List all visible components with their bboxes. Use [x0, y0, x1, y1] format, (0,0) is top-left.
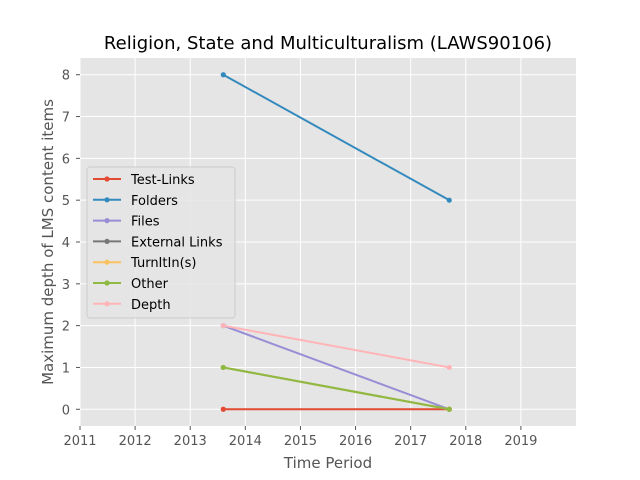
series-line-depth — [223, 324, 450, 369]
data-point-folders — [446, 197, 452, 203]
legend-label: Test-Links — [130, 173, 195, 188]
legend-label: Depth — [131, 298, 171, 313]
legend-item-files: Files — [93, 215, 160, 230]
data-point-folders — [220, 72, 226, 78]
legend-marker — [104, 301, 110, 307]
y-tick-label: 2 — [62, 320, 70, 335]
legend-label: TurnItIn(s) — [130, 256, 196, 271]
y-axis-label: Maximum depth of LMS content items — [39, 99, 57, 385]
x-tick-label: 2015 — [284, 434, 317, 449]
legend-label: External Links — [131, 235, 223, 250]
y-tick-label: 5 — [62, 194, 70, 209]
y-tick-label: 6 — [62, 152, 70, 167]
x-tick-label: 2016 — [339, 434, 372, 449]
legend-label: Other — [131, 277, 169, 292]
legend-label: Files — [131, 215, 160, 230]
legend-box — [86, 166, 236, 319]
x-tick-label: 2013 — [174, 434, 207, 449]
legend-item-other: Other — [93, 277, 169, 292]
legend: Test-Links Folders Files External Links Turn… — [86, 166, 236, 319]
legend-marker — [104, 259, 110, 265]
y-tick-label: 0 — [62, 403, 70, 418]
y-tick-label: 3 — [62, 278, 70, 293]
legend-marker — [104, 176, 110, 182]
legend-marker — [104, 197, 110, 203]
legend-item-external-links: External Links — [93, 235, 223, 250]
series-line-other — [223, 366, 450, 411]
y-tick-label: 1 — [62, 361, 70, 376]
legend-marker — [104, 218, 110, 224]
series-folders — [220, 72, 452, 203]
x-tick-label: 2014 — [229, 434, 262, 449]
legend-item-test-links: Test-Links — [93, 173, 195, 188]
series-other — [220, 364, 452, 412]
data-point-test-links — [220, 406, 226, 412]
chart-title: Religion, State and Multiculturalism (LA… — [104, 33, 552, 54]
legend-label: Folders — [131, 194, 178, 209]
x-tick-label: 2018 — [449, 434, 482, 449]
data-point-depth — [446, 364, 452, 371]
y-tick-label: 7 — [62, 111, 70, 126]
legend-marker — [104, 280, 110, 286]
x-axis-ticks: 2011 2012 2013 2014 2015 2016 2017 2018 2019 — [63, 426, 537, 449]
series-layer — [220, 72, 452, 412]
data-point-depth — [220, 323, 226, 329]
series-depth — [220, 323, 452, 371]
series-line-files — [222, 324, 450, 411]
y-tick-label: 4 — [62, 236, 70, 251]
legend-item-depth: Depth — [93, 298, 171, 313]
legend-item-turnitin-s: TurnItIn(s) — [93, 256, 196, 271]
x-tick-label: 2019 — [504, 434, 537, 449]
legend-marker — [104, 238, 110, 244]
y-tick-label: 8 — [62, 69, 70, 84]
x-tick-label: 2017 — [394, 434, 427, 449]
x-tick-label: 2012 — [119, 434, 152, 449]
x-axis-label: Time Period — [283, 454, 372, 472]
series-line-folders — [222, 73, 450, 202]
data-point-other — [446, 406, 452, 412]
legend-item-folders: Folders — [93, 194, 178, 209]
data-point-other — [220, 364, 226, 371]
y-axis-ticks: 0 1 2 3 4 5 6 7 8 — [62, 69, 80, 418]
x-tick-label: 2011 — [63, 434, 96, 449]
